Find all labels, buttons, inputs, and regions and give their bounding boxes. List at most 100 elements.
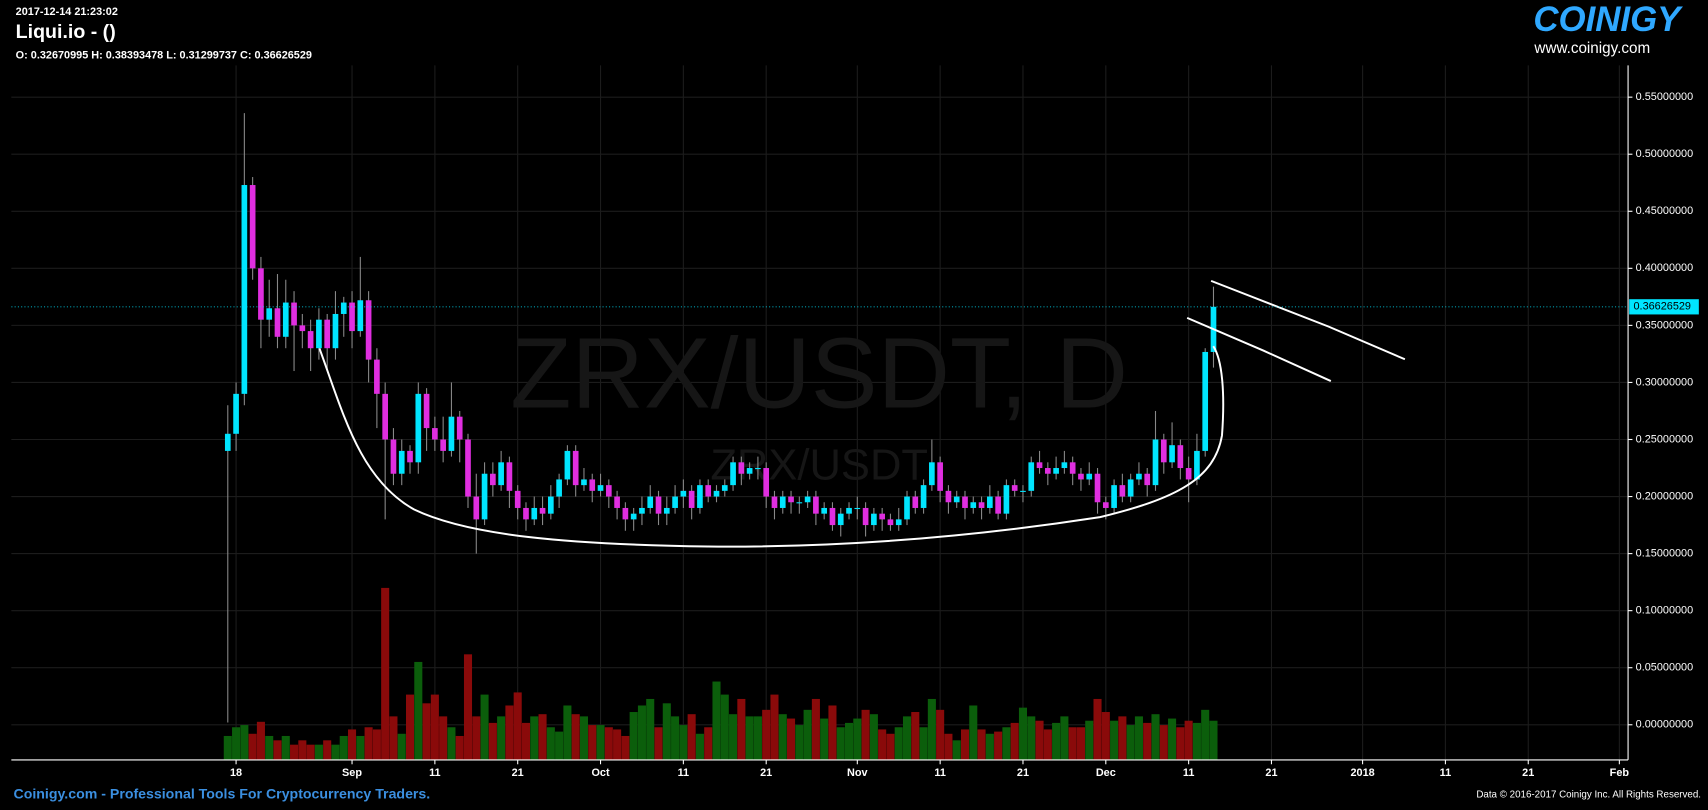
volume-bar <box>1126 725 1135 760</box>
footer-left[interactable]: Coinigy.com - Professional Tools For Cry… <box>14 785 431 801</box>
candle-body <box>241 185 248 394</box>
volume-bar <box>795 725 804 760</box>
candle-body <box>912 496 919 508</box>
last-price-label: 0.36626529 <box>1634 301 1691 313</box>
candle-body <box>481 473 488 520</box>
volume-bar <box>1060 716 1069 760</box>
candle-body <box>1011 485 1018 491</box>
handle-line <box>1186 317 1332 382</box>
candle-body <box>846 507 852 514</box>
candle-body <box>821 507 828 514</box>
candle-body <box>291 302 297 326</box>
candle-body <box>498 462 504 486</box>
y-tick-label: 0.35000000 <box>1636 319 1693 331</box>
candle-body <box>1102 502 1109 508</box>
volume-bar <box>339 735 348 760</box>
candle-body <box>398 450 405 474</box>
candle-body <box>432 428 438 440</box>
volume-bar <box>629 712 638 760</box>
volume-bar <box>1159 725 1168 760</box>
volume-bar <box>952 740 961 760</box>
x-tick-label: 21 <box>1265 767 1277 779</box>
x-tick-label: Dec <box>1096 767 1116 779</box>
volume-bar <box>1085 720 1094 760</box>
candle-body <box>282 302 289 337</box>
candle-body <box>299 325 306 332</box>
volume-bar <box>753 716 762 760</box>
volume-bar <box>521 722 531 760</box>
volume-bar <box>248 733 257 760</box>
candle-body <box>564 450 571 480</box>
candle-body <box>374 359 380 394</box>
candle-body <box>423 393 430 429</box>
candle-body <box>854 507 861 510</box>
candle-body <box>1094 473 1101 503</box>
candle-body <box>539 507 546 514</box>
volume-bar <box>729 714 738 760</box>
x-tick-label: 11 <box>678 767 690 779</box>
candle-body <box>357 300 364 332</box>
x-tick-label: 18 <box>230 767 242 779</box>
candle-body <box>630 513 637 520</box>
candle-body <box>572 450 579 486</box>
volume-bar <box>646 698 655 760</box>
volume-bar <box>1209 720 1218 760</box>
volume-bar <box>588 725 597 760</box>
volume-bar <box>637 705 646 760</box>
candle-body <box>589 479 596 491</box>
volume-bar <box>787 718 796 760</box>
volume-bar <box>960 729 970 760</box>
candle-body <box>1202 351 1209 451</box>
volume-bar <box>364 727 373 760</box>
volume-bar <box>811 698 820 760</box>
candle-body <box>945 490 952 503</box>
candle-body <box>1144 473 1151 486</box>
volume-bar <box>389 716 398 760</box>
axes: 0.00000000 0.05000000 0.10000000 0.15000000… <box>11 91 1699 779</box>
volume-bar <box>762 709 771 760</box>
candle-body <box>862 507 869 526</box>
grid <box>11 65 1629 760</box>
candle-body <box>804 496 811 503</box>
candle-body <box>274 308 281 337</box>
y-tick-label: 0.55000000 <box>1636 91 1693 103</box>
candle-body <box>1136 473 1142 480</box>
volume-bar <box>1035 720 1044 760</box>
candle-body <box>523 507 529 520</box>
candle-body <box>978 502 985 508</box>
volume-bar <box>430 694 439 760</box>
candle-body <box>249 185 256 269</box>
volume-bar <box>621 735 630 760</box>
candle-body <box>1169 445 1175 463</box>
candle-body <box>1061 462 1068 469</box>
candle-body <box>1194 450 1200 480</box>
volume-bar <box>861 709 870 760</box>
candle-body <box>1111 485 1117 508</box>
volume-bar <box>745 716 754 760</box>
volume-bar <box>505 705 514 760</box>
volume-bar <box>604 727 613 760</box>
volume-bar <box>936 709 945 760</box>
volume-bar <box>919 727 928 760</box>
candle-body <box>407 450 413 463</box>
volume-bar <box>886 733 895 760</box>
volume-bar <box>1151 714 1160 760</box>
y-tick-label: 0.30000000 <box>1636 376 1693 388</box>
x-tick-label: 2018 <box>1350 767 1374 779</box>
candle-body <box>605 485 612 497</box>
candle-body <box>1119 485 1126 497</box>
candle-body <box>233 393 239 434</box>
volume-bar <box>1176 727 1185 760</box>
candle-body <box>1185 468 1192 480</box>
candle-body <box>904 496 910 520</box>
volume-bar <box>662 703 671 760</box>
volume-bar <box>571 714 580 760</box>
volume-bar <box>1052 722 1061 760</box>
candle-body <box>763 468 770 497</box>
volume-bar <box>463 654 473 760</box>
volume-bar <box>820 718 829 760</box>
candle-body <box>929 462 935 486</box>
volume-bar <box>290 744 299 760</box>
volume-bar <box>314 744 323 760</box>
candle-body <box>324 319 331 349</box>
